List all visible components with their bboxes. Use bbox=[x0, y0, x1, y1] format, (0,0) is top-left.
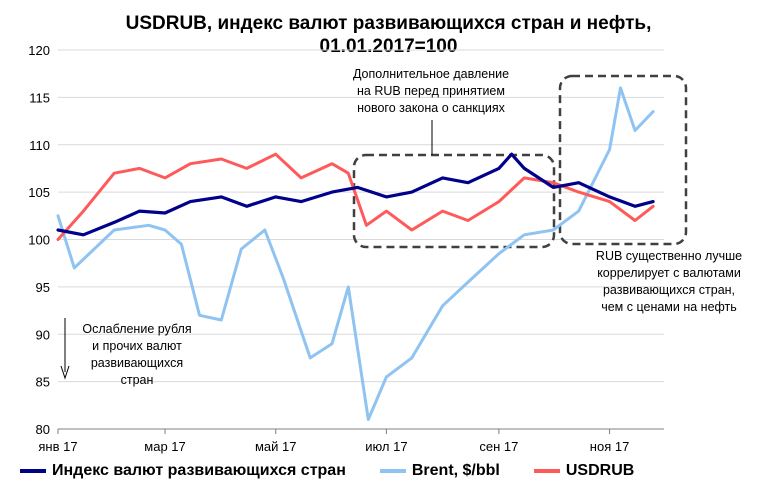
annotation-line: RUB существенно лучше bbox=[595, 249, 743, 263]
legend: Индекс валют развивающихся стран Brent, … bbox=[20, 460, 668, 482]
annotation-line: стран bbox=[120, 373, 154, 387]
x-tick-label: мар 17 bbox=[144, 439, 185, 454]
y-tick-label: 80 bbox=[36, 422, 50, 437]
weakening-arrow-head bbox=[60, 365, 70, 380]
annotation-line: чем с ценами на нефть bbox=[601, 300, 737, 314]
legend-item-em-index: Индекс валют развивающихся стран bbox=[20, 462, 346, 480]
legend-swatch-usdrub bbox=[533, 469, 560, 473]
y-tick-label: 85 bbox=[36, 375, 50, 390]
annotation-correlation: RUB существенно лучше коррелирует с валю… bbox=[574, 248, 764, 316]
series-em-index-line bbox=[56, 152, 655, 237]
legend-swatch-em-index bbox=[20, 469, 46, 473]
annotation-box-correlation bbox=[558, 74, 688, 246]
legend-label: USDRUB bbox=[565, 462, 635, 479]
series-brent-line bbox=[56, 86, 655, 421]
annotation-line: коррелирует с валютами bbox=[597, 266, 741, 280]
annotation-line: нового закона о санкциях bbox=[357, 101, 505, 115]
y-tick-label: 90 bbox=[36, 327, 50, 342]
annotation-line: развивающихся bbox=[90, 356, 184, 370]
annotation-line: Дополнительное давление bbox=[352, 67, 510, 81]
legend-item-usdrub: USDRUB bbox=[533, 462, 635, 480]
annotation-sanctions-pressure: Дополнительное давление на RUB перед при… bbox=[327, 66, 535, 117]
y-tick-label: 115 bbox=[29, 90, 50, 105]
x-tick-label: янв 17 bbox=[38, 439, 77, 454]
x-tick-label: июл 17 bbox=[365, 439, 407, 454]
y-tick-label: 110 bbox=[29, 138, 50, 153]
y-tick-label: 105 bbox=[28, 185, 50, 200]
y-tick-label: 95 bbox=[36, 280, 50, 295]
y-tick-label: 100 bbox=[28, 233, 50, 248]
legend-item-brent: Brent, $/bbl bbox=[379, 462, 500, 480]
x-tick-label: сен 17 bbox=[479, 439, 518, 454]
legend-swatch-brent bbox=[379, 469, 406, 473]
x-tick-label: май 17 bbox=[255, 439, 297, 454]
chart-title-line1: USDRUB, индекс валют развивающихся стран… bbox=[125, 13, 652, 34]
annotation-line: развивающихся стран, bbox=[602, 283, 736, 297]
series-usdrub-line bbox=[56, 152, 655, 241]
y-tick-label: 120 bbox=[28, 43, 50, 58]
legend-label: Индекс валют развивающихся стран bbox=[52, 462, 346, 479]
annotation-line: Ослабление рубля bbox=[82, 322, 192, 336]
annotation-box-sanctions bbox=[352, 153, 556, 249]
x-tick-label: ноя 17 bbox=[590, 439, 630, 454]
annotation-weakening: Ослабление рубля и прочих валют развиваю… bbox=[70, 321, 204, 389]
annotation-line: и прочих валют bbox=[92, 339, 182, 353]
annotation-line: на RUB перед принятием bbox=[357, 84, 505, 98]
chart-title-line2: 01.01.2017=100 bbox=[319, 36, 458, 57]
legend-label: Brent, $/bbl bbox=[411, 462, 500, 479]
